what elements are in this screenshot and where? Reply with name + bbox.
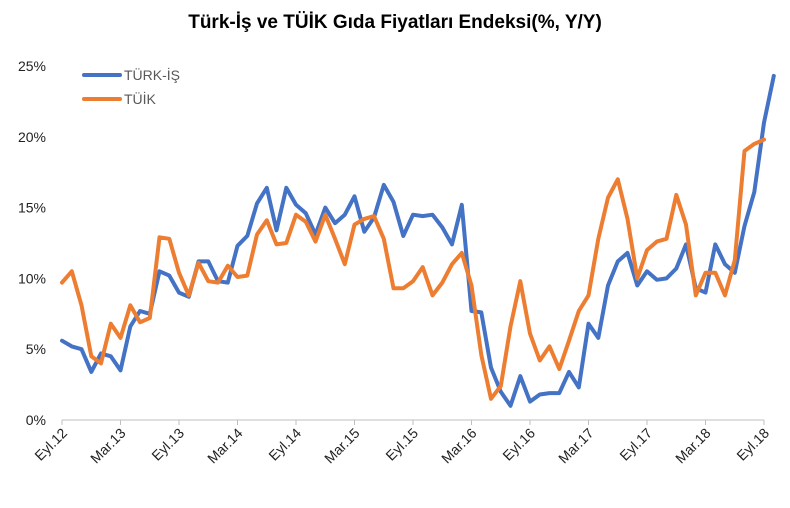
x-tick-label: Mar.15 [321,425,363,467]
series-line-tuik [60,137,766,401]
y-tick-label: 0% [26,412,46,428]
y-tick-label: 15% [18,200,46,216]
y-tick-label: 5% [26,341,46,357]
x-tick-label: Mar.18 [672,425,714,467]
chart-title: Türk-İş ve TÜİK Gıda Fiyatları Endeksi(%… [188,12,602,33]
series-line-turk-is [60,73,776,408]
x-tick-label: Eyl.18 [733,425,772,464]
x-tick-label: Mar.17 [555,425,597,467]
x-axis: Eyl.12 Mar.13 Eyl.13 Mar.14 Eyl.14 Mar.15 Eyl.… [31,419,772,467]
legend: TÜRK-İŞ TÜİK [82,66,180,107]
y-tick-label: 20% [18,129,46,145]
x-tick-label: Eyl.17 [616,425,655,464]
x-tick-label: Mar.16 [438,425,480,467]
legend-label: TÜRK-İŞ [124,66,180,83]
x-tick-label: Mar.13 [87,425,129,467]
x-tick-label: Eyl.14 [265,425,304,464]
y-tick-label: 25% [18,58,46,74]
series-lines [60,73,776,408]
x-tick-label: Eyl.12 [31,425,70,464]
x-tick-label: Eyl.13 [148,425,187,464]
legend-label: TÜİK [124,90,157,107]
x-tick-label: Mar.14 [204,425,246,467]
y-axis: 0% 5% 10% 15% 20% 25% [18,58,46,428]
x-tick-label: Eyl.15 [382,425,421,464]
y-tick-label: 10% [18,270,46,286]
x-tick-label: Eyl.16 [499,425,538,464]
